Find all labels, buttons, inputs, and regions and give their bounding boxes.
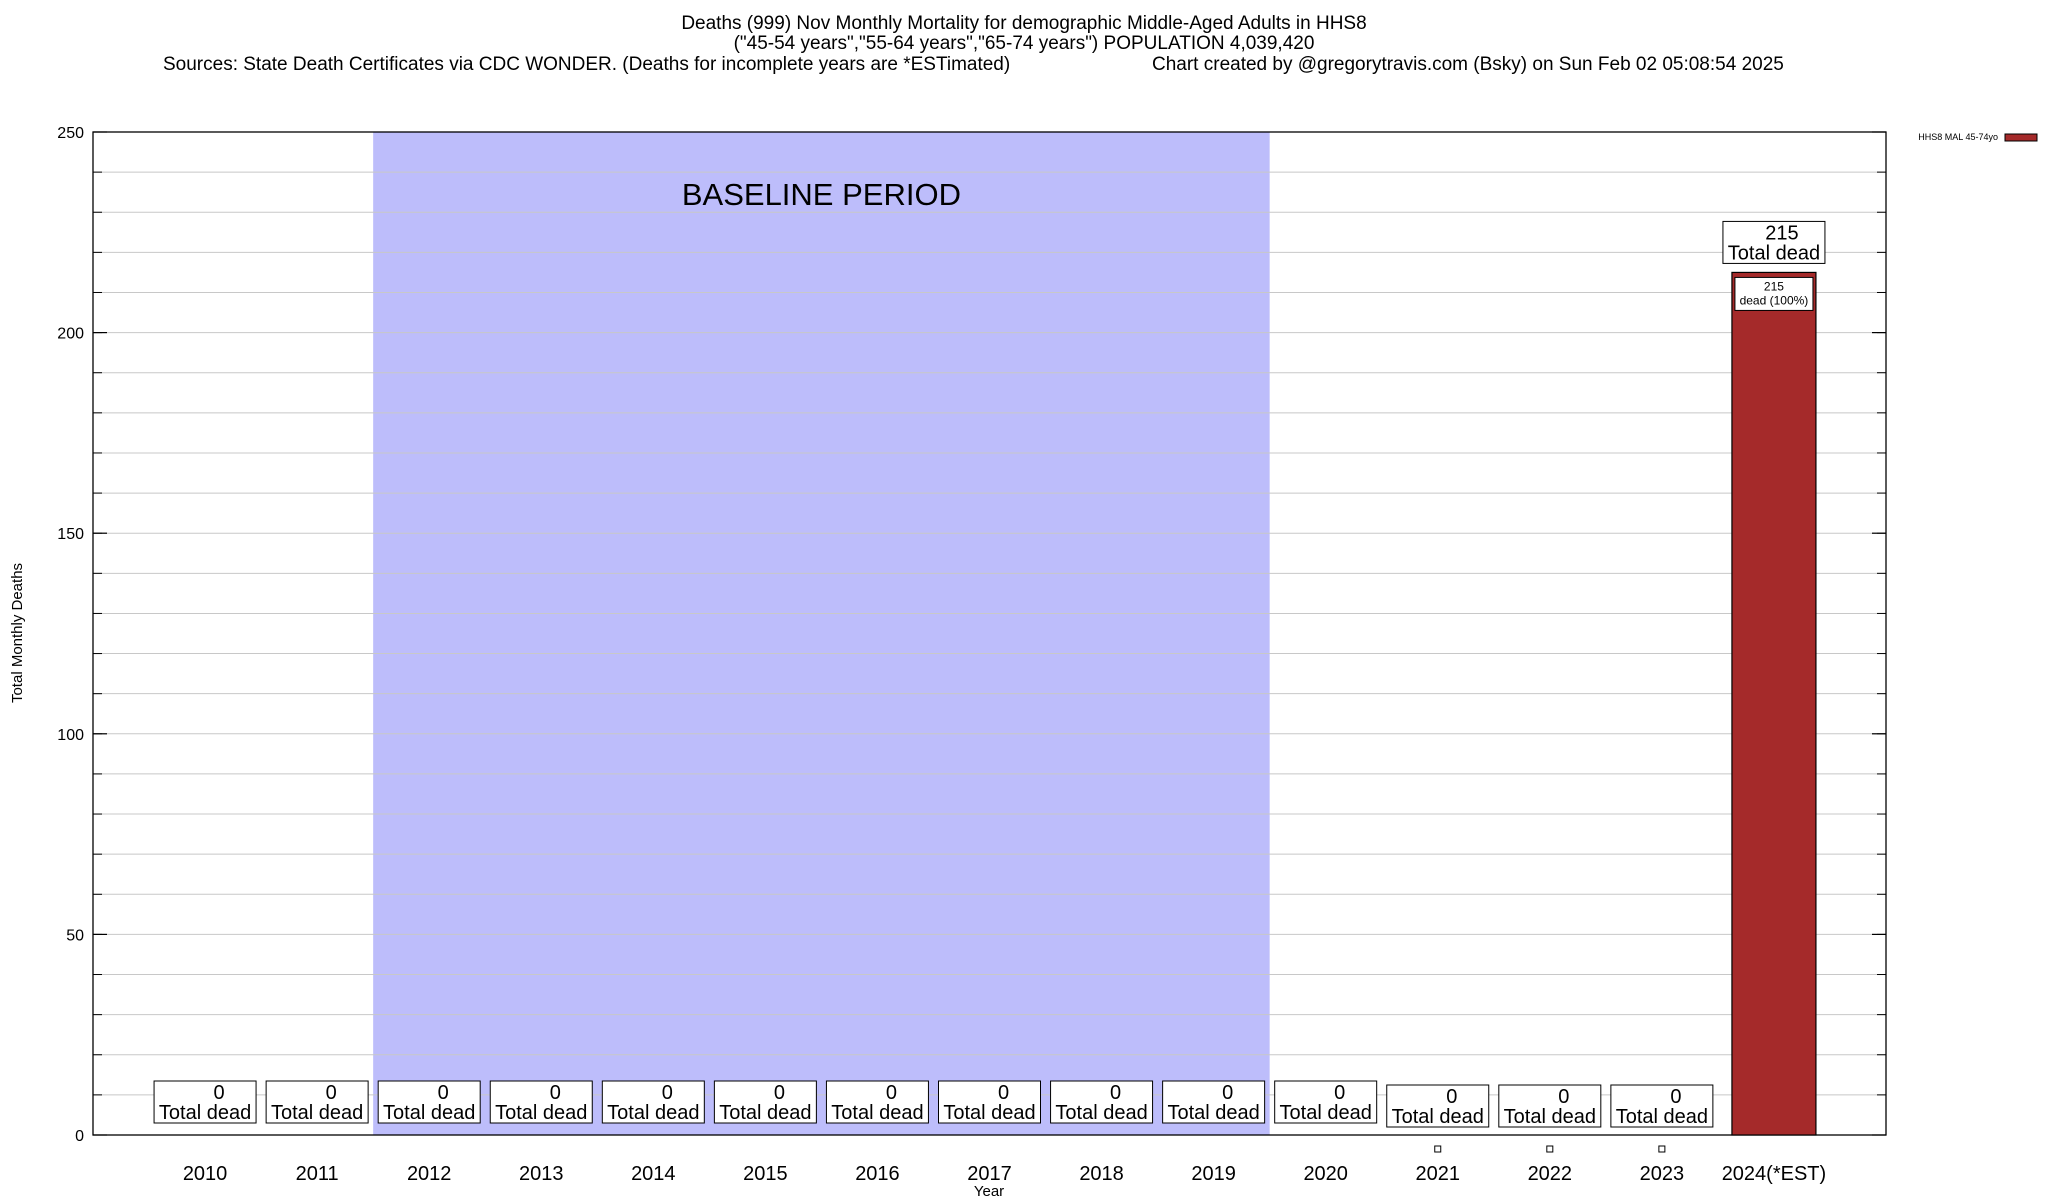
x-tick-label: 2024(*EST) <box>1722 1163 1827 1185</box>
x-tick-label: 2010 <box>183 1163 228 1185</box>
legend: HHS8 MAL 45-74yo <box>1918 132 2038 142</box>
y-tick-label: 50 <box>66 927 84 944</box>
chart-sources: Sources: State Death Certificates via CD… <box>163 54 1011 75</box>
segment-label-box <box>1734 276 1814 311</box>
x-tick-label: 2016 <box>855 1163 900 1185</box>
x-tick-label: 2015 <box>743 1163 788 1185</box>
total-label-value: 0 <box>550 1082 561 1104</box>
total-label-value: 0 <box>662 1082 673 1104</box>
segment-label-value: 215 <box>1764 279 1784 293</box>
y-tick-label: 150 <box>57 526 84 543</box>
baseline-label: BASELINE PERIOD <box>682 177 961 212</box>
total-label-value: 0 <box>886 1082 897 1104</box>
total-label-text: Total dead <box>1392 1106 1484 1128</box>
x-tick-label: 2011 <box>296 1163 339 1185</box>
plot-frame <box>92 131 1887 1136</box>
total-label-text: Total dead <box>831 1102 923 1124</box>
total-label-box <box>1498 1084 1602 1128</box>
zero-bar-marker <box>1658 1145 1666 1153</box>
total-label-value: 0 <box>998 1082 1009 1104</box>
total-label-box <box>713 1080 817 1124</box>
total-label-value: 0 <box>1334 1082 1345 1104</box>
total-label-box <box>1050 1080 1154 1124</box>
total-label-text: Total dead <box>1280 1102 1372 1124</box>
x-tick-label: 2013 <box>519 1163 564 1185</box>
x-tick-label: 2018 <box>1079 1163 1124 1185</box>
segment-label-text: dead (100%) <box>1740 293 1809 307</box>
total-label-text: Total dead <box>1504 1106 1596 1128</box>
x-tick-label: 2017 <box>967 1163 1012 1185</box>
chart-credit: Chart created by @gregorytravis.com (Bsk… <box>1152 54 1784 75</box>
total-label-value: 0 <box>1446 1086 1457 1108</box>
total-label-value: 0 <box>438 1082 449 1104</box>
chart-subtitle: ("45-54 years","55-64 years","65-74 year… <box>733 33 1315 54</box>
x-tick-label: 2022 <box>1528 1163 1573 1185</box>
zero-bar-marker <box>1546 1145 1554 1153</box>
total-label-text: Total dead <box>495 1102 587 1124</box>
total-label-text: Total dead <box>1616 1106 1708 1128</box>
total-label-box <box>489 1080 593 1124</box>
total-label-box <box>1722 220 1826 264</box>
x-tick-label: 2020 <box>1303 1163 1348 1185</box>
baseline-region <box>373 132 1270 1135</box>
zero-bar-marker <box>1434 1145 1442 1153</box>
total-label-box <box>1386 1084 1490 1128</box>
x-axis-label: Year <box>974 1183 1004 1200</box>
y-tick-label: 0 <box>75 1128 84 1145</box>
total-label-box <box>377 1080 481 1124</box>
legend-label: HHS8 MAL 45-74yo <box>1918 132 1998 142</box>
total-label-text: Total dead <box>383 1102 475 1124</box>
total-label-box <box>938 1080 1041 1124</box>
total-label-text: Total dead <box>1055 1102 1147 1124</box>
total-label-box <box>265 1080 369 1124</box>
legend-swatch <box>2004 133 2038 142</box>
total-label-value: 215 <box>1765 222 1798 244</box>
y-axis-label: Total Monthly Deaths <box>9 563 26 703</box>
chart-title-block: Deaths (999) Nov Monthly Mortality for d… <box>0 14 2048 54</box>
bar <box>1731 271 1817 1136</box>
total-label-box <box>1274 1080 1378 1124</box>
x-tick-label: 2019 <box>1191 1163 1236 1185</box>
y-tick-label: 100 <box>57 727 84 744</box>
total-label-box <box>1162 1080 1266 1124</box>
total-label-box <box>825 1080 929 1124</box>
y-tick-label: 250 <box>57 125 84 142</box>
total-label-value: 0 <box>1222 1082 1233 1104</box>
total-label-text: Total dead <box>719 1102 811 1124</box>
total-label-value: 0 <box>1670 1086 1681 1108</box>
x-tick-label: 2021 <box>1416 1163 1461 1185</box>
x-tick-label: 2012 <box>407 1163 452 1185</box>
chart-title: Deaths (999) Nov Monthly Mortality for d… <box>681 13 1367 34</box>
total-label-box <box>601 1080 705 1124</box>
total-label-text: Total dead <box>1728 242 1820 264</box>
total-label-text: Total dead <box>607 1102 699 1124</box>
total-label-text: Total dead <box>271 1102 363 1124</box>
y-tick-label: 200 <box>57 326 84 343</box>
total-label-text: Total dead <box>159 1102 251 1124</box>
x-tick-label: 2023 <box>1640 1163 1685 1185</box>
total-label-value: 0 <box>1110 1082 1121 1104</box>
total-label-box <box>1610 1084 1714 1128</box>
total-label-value: 0 <box>1558 1086 1569 1108</box>
total-label-value: 0 <box>774 1082 785 1104</box>
total-label-value: 0 <box>214 1082 225 1104</box>
x-tick-label: 2014 <box>631 1163 676 1185</box>
total-label-value: 0 <box>326 1082 337 1104</box>
total-label-box <box>153 1080 257 1124</box>
total-label-text: Total dead <box>943 1102 1035 1124</box>
total-label-text: Total dead <box>1167 1102 1259 1124</box>
